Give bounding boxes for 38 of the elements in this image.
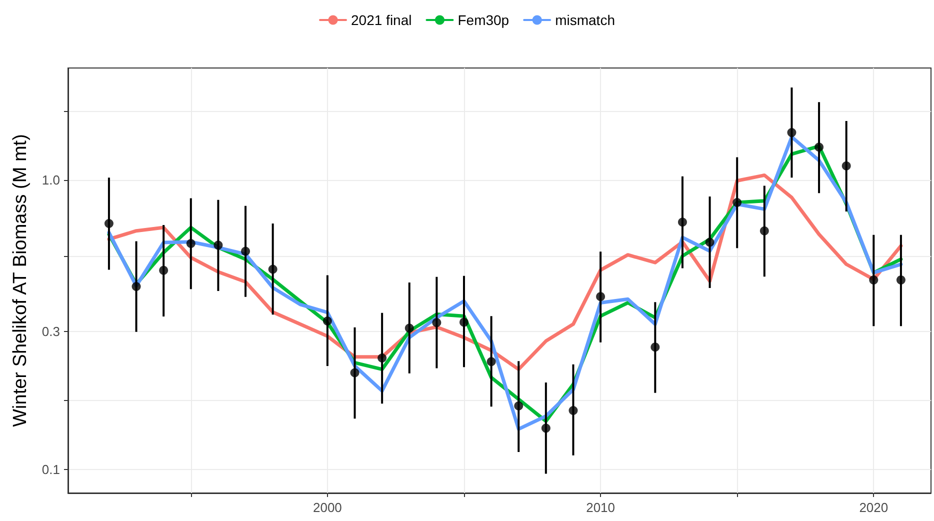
point: [760, 226, 769, 236]
point: [186, 239, 196, 248]
point: [350, 368, 360, 378]
point: [214, 240, 223, 250]
point: [159, 266, 168, 275]
point: [514, 401, 524, 410]
point: [814, 142, 824, 152]
y-tick-label: 1.0: [42, 172, 60, 188]
x-tick-label: 2010: [586, 500, 616, 515]
legend-label: 2021 final: [351, 12, 412, 28]
point: [104, 219, 114, 228]
point: [241, 246, 250, 256]
point: [842, 161, 851, 170]
point: [787, 128, 796, 138]
point: [568, 406, 578, 415]
x-tick-label: 2020: [859, 500, 888, 515]
point: [678, 218, 687, 227]
point: [732, 198, 742, 207]
point: [378, 353, 387, 362]
point: [541, 424, 550, 433]
point: [596, 292, 606, 302]
legend-label: mismatch: [555, 12, 615, 28]
legend-label: Fem30p: [458, 12, 510, 28]
y-tick-label: 0.3: [42, 324, 60, 339]
point: [322, 316, 332, 326]
point: [486, 357, 496, 366]
point: [432, 318, 442, 328]
x-tick-label: 2000: [312, 500, 342, 515]
point: [132, 282, 141, 292]
point: [404, 324, 414, 333]
point: [460, 318, 468, 327]
point: [705, 238, 714, 247]
point: [650, 342, 660, 352]
y-tick-label: 0.1: [42, 462, 60, 478]
point: [896, 275, 906, 284]
point: [869, 275, 878, 284]
y-axis-title: Winter Shelikof AT Biomass (M mt): [10, 134, 31, 427]
point: [268, 264, 278, 274]
